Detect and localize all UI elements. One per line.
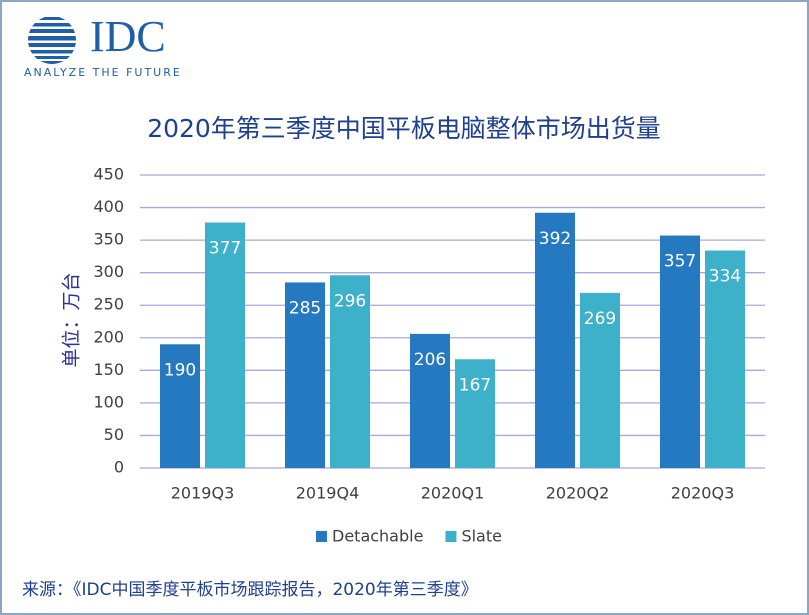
x-tick-label: 2020Q1 [421, 484, 485, 503]
legend-swatch [445, 531, 457, 542]
x-tick-label: 2020Q2 [546, 484, 610, 503]
value-label: 285 [289, 298, 321, 318]
bar [535, 212, 575, 468]
x-tick-label: 2019Q4 [296, 484, 360, 503]
y-tick-label: 350 [93, 230, 124, 249]
value-label: 357 [664, 252, 696, 272]
bar [705, 250, 745, 468]
bar [455, 359, 495, 468]
value-label: 167 [459, 375, 491, 395]
x-tick-label: 2019Q3 [171, 484, 235, 503]
value-label: 269 [584, 309, 616, 329]
y-tick-label: 300 [93, 262, 124, 281]
bar [330, 275, 370, 468]
y-tick-label: 50 [104, 425, 124, 444]
value-label: 334 [709, 267, 741, 287]
source: 来源：《IDC中国季度平板市场跟踪报告，2020年第三季度》 [22, 580, 478, 600]
y-tick-label: 450 [93, 165, 124, 184]
bar [410, 333, 450, 468]
y-tick-label: 200 [93, 327, 124, 346]
legend-swatch [316, 531, 327, 542]
y-tick-label: 250 [93, 295, 124, 314]
y-tick-label: 0 [114, 458, 124, 477]
legend-label: Slate [461, 527, 502, 546]
bar [160, 344, 200, 468]
bar [660, 235, 700, 468]
value-label: 377 [209, 239, 241, 259]
y-tick-label: 150 [93, 360, 124, 379]
logo-text: IDC [90, 12, 166, 61]
y-tick-label: 400 [93, 197, 124, 216]
bar [285, 282, 325, 468]
legend-label: Detachable [332, 527, 423, 546]
value-label: 392 [539, 229, 571, 249]
bar [205, 222, 245, 468]
logo-globe [28, 17, 76, 64]
chart-title: 2020年第三季度中国平板电脑整体市场出货量 [147, 114, 661, 143]
value-label: 190 [164, 360, 196, 380]
value-label: 206 [414, 350, 446, 370]
bar [580, 292, 620, 468]
value-label: 296 [334, 291, 366, 311]
y-axis-title: 单位：万台 [61, 272, 83, 367]
logo-tagline: ANALYZE THE FUTURE [24, 66, 182, 79]
y-tick-label: 100 [93, 392, 124, 411]
x-tick-label: 2020Q3 [671, 484, 735, 503]
